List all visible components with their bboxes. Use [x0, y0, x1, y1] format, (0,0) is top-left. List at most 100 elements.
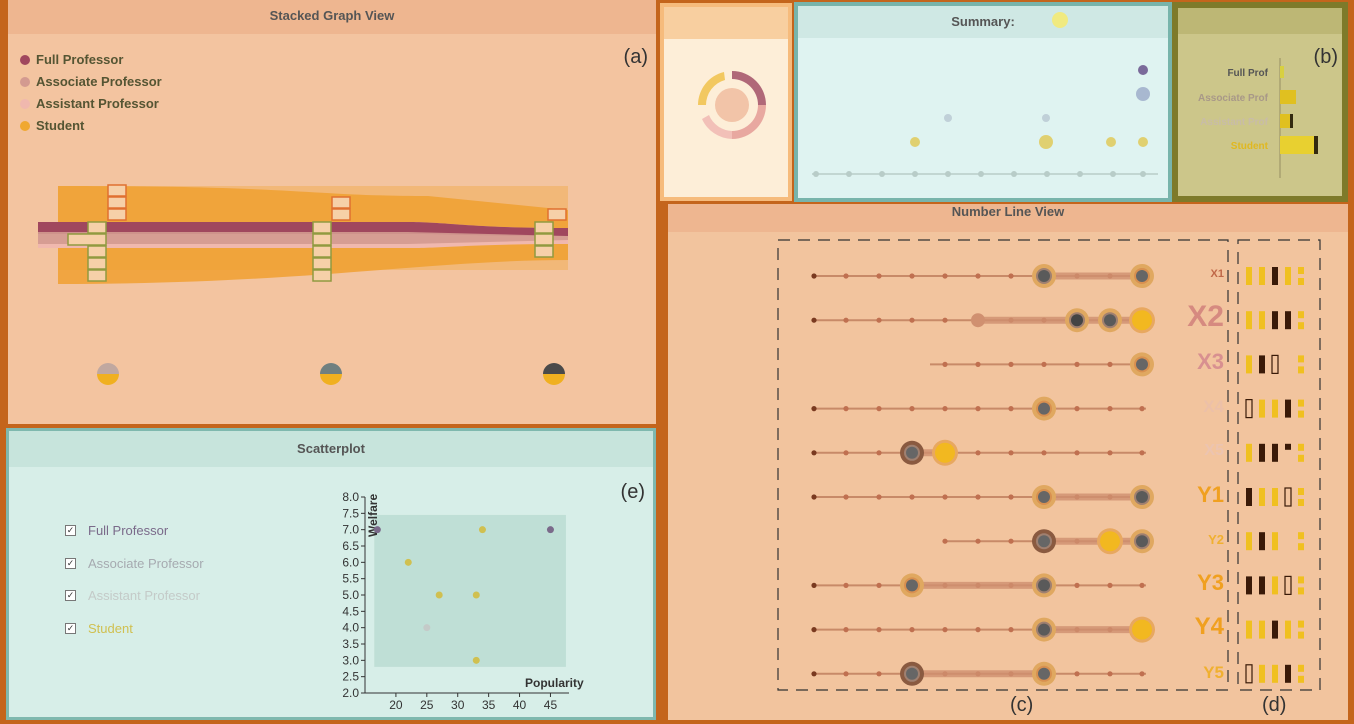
- stacked-graph-canvas[interactable]: [8, 0, 656, 424]
- summary-plot[interactable]: [798, 6, 1172, 202]
- ring-overview-panel: [660, 3, 792, 201]
- number-line-row[interactable]: [811, 396, 1304, 421]
- y-tick-label: 5.0: [342, 588, 359, 602]
- time-indicator-1[interactable]: [97, 363, 119, 385]
- time-indicator-3[interactable]: [543, 363, 565, 385]
- checkbox[interactable]: ✓: [65, 558, 76, 569]
- row-label: X2: [1187, 300, 1224, 334]
- stream-associate[interactable]: [38, 232, 568, 244]
- row-label: X1: [1210, 268, 1224, 281]
- x-tick-label: 35: [482, 698, 496, 712]
- y-tick-label: 6.5: [342, 539, 359, 553]
- row-label: X4: [1203, 397, 1224, 417]
- bar-full-prof[interactable]: [1280, 66, 1284, 78]
- summary-panel: Summary:: [794, 2, 1172, 202]
- scatter-point[interactable]: [546, 526, 554, 534]
- number-line-row[interactable]: [811, 307, 1304, 334]
- bar-student[interactable]: [1280, 136, 1316, 154]
- number-line-title: Number Line View: [668, 204, 1348, 232]
- scatter-point[interactable]: [435, 591, 443, 599]
- y-tick-label: 8.0: [342, 490, 359, 504]
- checkbox[interactable]: ✓: [65, 623, 76, 634]
- bar-label-assistant-prof: Assistant Prof: [1200, 117, 1268, 128]
- number-line-row[interactable]: [811, 661, 1304, 686]
- filter-assistant-professor[interactable]: ✓ Assistant Professor: [65, 588, 200, 603]
- scatter-point[interactable]: [472, 591, 480, 599]
- panel-label-a: (a): [623, 46, 648, 68]
- row-label: Y5: [1203, 662, 1224, 682]
- number-line-row[interactable]: [811, 439, 1304, 466]
- row-label: Y3: [1197, 570, 1224, 596]
- number-line-row[interactable]: [930, 352, 1304, 377]
- panel-label-d: (d): [1262, 694, 1287, 716]
- panel-label-c: (c): [1010, 694, 1034, 716]
- scatter-point[interactable]: [423, 624, 431, 632]
- y-tick-label: 2.5: [342, 670, 359, 684]
- category-bars[interactable]: [1178, 8, 1348, 202]
- scatter-point[interactable]: [478, 526, 486, 534]
- y-tick-label: 7.5: [342, 506, 359, 520]
- legend-dot: [20, 76, 30, 87]
- x-tick-label: 25: [420, 698, 434, 712]
- y-tick-label: 6.0: [342, 555, 359, 569]
- scatterplot-panel: Scatterplot (e) ✓ Full Professor ✓ Associa…: [6, 428, 656, 720]
- y-tick-label: 5.5: [342, 572, 359, 586]
- selection-brush[interactable]: [374, 514, 566, 667]
- number-line-row[interactable]: [811, 264, 1304, 288]
- row-label: Y1: [1197, 481, 1224, 507]
- bar-label-full-prof: Full Prof: [1227, 68, 1268, 79]
- y-tick-label: 7.0: [342, 523, 359, 537]
- number-line-row[interactable]: [811, 616, 1304, 643]
- number-line-canvas[interactable]: [668, 204, 1348, 720]
- legend-dot: [20, 120, 30, 131]
- x-tick-label: 40: [513, 698, 527, 712]
- bar-associate-prof[interactable]: [1280, 90, 1296, 104]
- number-line-row[interactable]: [942, 528, 1304, 555]
- stacked-graph-title: Stacked Graph View: [8, 0, 656, 34]
- time-indicator-2[interactable]: [320, 363, 342, 385]
- ring-header: [664, 7, 788, 39]
- row-label: Y4: [1194, 613, 1224, 641]
- y-tick-label: 3.0: [342, 653, 359, 667]
- x-tick-label: 45: [544, 698, 558, 712]
- y-axis-label: Welfare: [366, 494, 380, 537]
- y-tick-label: 2.0: [342, 686, 359, 700]
- legend-full-professor[interactable]: Full Professor: [20, 52, 123, 67]
- bar-assistant-prof[interactable]: [1280, 114, 1292, 128]
- panel-label-b: (b): [1313, 46, 1338, 68]
- category-bar-panel: (b) Full Prof Associate Prof Assistant P…: [1172, 2, 1348, 202]
- filter-associate-professor[interactable]: ✓ Associate Professor: [65, 556, 204, 571]
- summary-title: Summary:: [798, 6, 1168, 38]
- scatter-point[interactable]: [472, 656, 480, 664]
- y-tick-label: 4.0: [342, 621, 359, 635]
- scatter-point[interactable]: [404, 558, 412, 566]
- number-line-row[interactable]: [811, 573, 1304, 598]
- legend-student[interactable]: Student: [20, 118, 84, 133]
- stacked-graph-panel: Stacked Graph View (a) Full Professor As…: [8, 0, 656, 424]
- row-label: X3: [1197, 349, 1224, 375]
- panel-label-e: (e): [620, 481, 645, 503]
- bar-label-associate-prof: Associate Prof: [1197, 93, 1268, 104]
- number-line-panel: Number Line View (c) (d) X1 X2 X3 X4 X5 Y1 Y2 Y…: [668, 204, 1348, 720]
- ring-chart[interactable]: [664, 7, 792, 201]
- scatter-point[interactable]: [373, 526, 381, 534]
- x-tick-label: 20: [389, 698, 403, 712]
- filter-student[interactable]: ✓ Student: [65, 621, 133, 636]
- bars-header: [1178, 8, 1342, 34]
- checkbox[interactable]: ✓: [65, 525, 76, 536]
- y-tick-label: 3.5: [342, 637, 359, 651]
- number-line-row[interactable]: [811, 485, 1304, 509]
- x-tick-label: 30: [451, 698, 465, 712]
- legend-dot: [20, 98, 30, 109]
- x-axis-label: Popularity: [525, 676, 584, 690]
- scatterplot-title: Scatterplot: [9, 431, 653, 467]
- filter-full-professor[interactable]: ✓ Full Professor: [65, 523, 169, 538]
- legend-associate-professor[interactable]: Associate Professor: [20, 74, 162, 89]
- y-tick-label: 4.5: [342, 604, 359, 618]
- scatter-chart[interactable]: 2.0 2.5 3.0 3.5 4.0 4.5 5.0 5.5 6.0 6.5 7.0 7.5 8.0 2…: [9, 431, 653, 717]
- bar-label-student: Student: [1230, 141, 1268, 152]
- row-label: X5: [1204, 442, 1224, 460]
- checkbox[interactable]: ✓: [65, 590, 76, 601]
- legend-dot: [20, 54, 30, 65]
- legend-assistant-professor[interactable]: Assistant Professor: [20, 96, 159, 111]
